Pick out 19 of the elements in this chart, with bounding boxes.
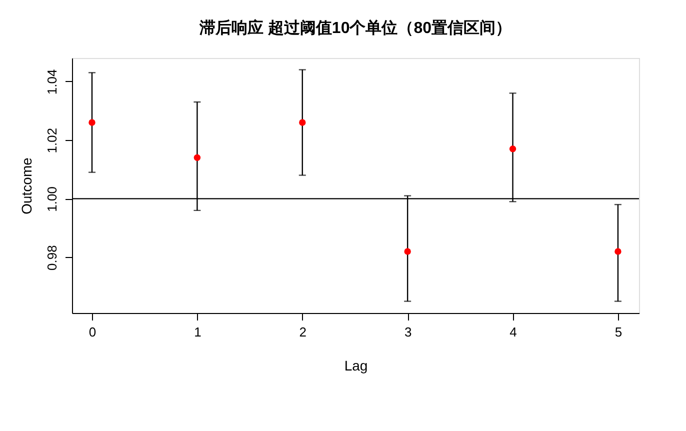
point — [614, 248, 622, 255]
point — [404, 248, 411, 255]
point — [509, 146, 516, 152]
x-tick-label: 3 — [404, 324, 412, 340]
point — [194, 154, 201, 162]
x-tick-label: 0 — [88, 324, 96, 340]
x-tick-label: 2 — [299, 324, 306, 340]
y-tick-label: 0.98 — [44, 245, 60, 270]
y-axis-title: Outcome — [18, 157, 34, 214]
x-tick-label: 5 — [614, 324, 622, 340]
y-tick-label: 1.04 — [44, 69, 60, 95]
point — [88, 119, 96, 126]
x-tick-label: 1 — [194, 324, 202, 340]
point — [299, 119, 306, 126]
chart-title: 滞后响应 超过阈值10个单位（80置信区间） — [198, 18, 512, 37]
x-axis-title: Lag — [344, 358, 368, 374]
x-tick-label: 4 — [510, 324, 517, 340]
y-tick-label: 1.00 — [44, 186, 60, 212]
y-tick-label: 1.02 — [44, 128, 60, 154]
